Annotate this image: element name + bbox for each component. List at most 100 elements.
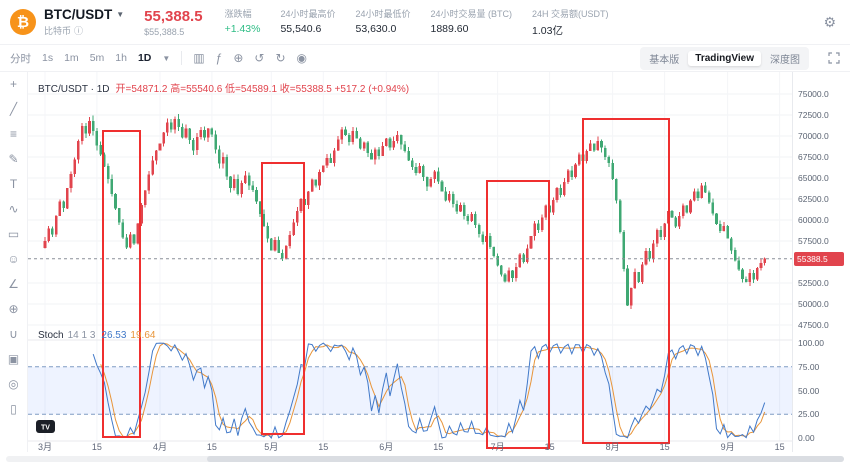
interval-1s[interactable]: 1s bbox=[42, 52, 54, 64]
interval-1h[interactable]: 1h bbox=[115, 52, 127, 64]
pattern-tool-icon[interactable]: ∿ bbox=[8, 202, 19, 216]
time-axis-labels: 3月 15 4月 15 5月 15 6月 15 7月 15 8月 15 9月 15 bbox=[38, 442, 785, 452]
trash-icon[interactable]: ▯ bbox=[10, 402, 17, 416]
svg-text:9月: 9月 bbox=[721, 442, 735, 452]
coin-name: 比特币 bbox=[44, 26, 72, 36]
indicators-icon[interactable]: ƒ bbox=[215, 51, 223, 65]
stat-value: 55,540.6 bbox=[280, 22, 322, 35]
compare-icon[interactable]: ⊕ bbox=[233, 51, 244, 65]
legend-ohlc: 开=54871.2 高=55540.6 低=54589.1 收=55388.5 … bbox=[115, 84, 410, 95]
stat-value: +1.43% bbox=[224, 22, 261, 35]
stoch-axis-label: 75.00 bbox=[798, 362, 820, 372]
trend-line-icon[interactable]: ╱ bbox=[9, 102, 18, 116]
price-axis-label: 52500.0 bbox=[798, 278, 829, 288]
gridlines bbox=[28, 72, 792, 441]
svg-text:15: 15 bbox=[660, 442, 670, 452]
tab-TradingView[interactable]: TradingView bbox=[688, 50, 761, 66]
symbol-dropdown-caret-icon[interactable]: ▼ bbox=[116, 10, 125, 19]
stat-value: 1.03亿 bbox=[532, 24, 563, 37]
stat-label: 涨跌幅 bbox=[224, 8, 252, 19]
price-axis-label: 72500.0 bbox=[798, 110, 829, 120]
svg-text:3月: 3月 bbox=[38, 442, 52, 452]
interval-分时[interactable]: 分时 bbox=[10, 52, 31, 65]
redo-icon[interactable]: ↻ bbox=[275, 51, 286, 65]
price-axis-label: 65000.0 bbox=[798, 173, 829, 183]
price-axis-label: 67500.0 bbox=[798, 152, 829, 162]
stat-value: 1889.60 bbox=[430, 22, 469, 35]
price-axis-label: 47500.0 bbox=[798, 320, 829, 330]
stat-low: 24小时最低价 53,630.0 bbox=[355, 7, 410, 38]
chart-toolbar: 分时 1s 1m 5m 1h 1D ▼ ▥ ƒ ⊕ ↺ ↻ ◉ 基本版 TradingView 深度图 bbox=[0, 44, 850, 72]
magnet-icon[interactable]: ∪ bbox=[9, 327, 18, 341]
stoch-band bbox=[28, 366, 792, 415]
zoom-icon[interactable]: ⊕ bbox=[8, 302, 19, 316]
symbol-name: BTC/USDT bbox=[44, 7, 113, 22]
svg-text:15: 15 bbox=[92, 442, 102, 452]
interval-5m[interactable]: 5m bbox=[89, 52, 105, 64]
eye-icon[interactable]: ◎ bbox=[8, 377, 19, 391]
fullscreen-icon[interactable] bbox=[828, 52, 840, 64]
btc-logo-icon: ₿ bbox=[10, 9, 36, 35]
stoch-d-value: 19.64 bbox=[130, 330, 156, 341]
stoch-axis-label: 25.00 bbox=[798, 409, 820, 419]
candlestick-chart[interactable]: 3月 15 4月 15 5月 15 6月 15 7月 15 8月 15 9月 15 bbox=[28, 72, 792, 452]
scrollbar-track[interactable] bbox=[6, 456, 844, 462]
interval-1D[interactable]: 1D bbox=[137, 52, 152, 64]
svg-text:8月: 8月 bbox=[606, 442, 620, 452]
toolbar-icon-group: ▥ ƒ ⊕ ↺ ↻ ◉ bbox=[193, 52, 307, 64]
svg-text:15: 15 bbox=[433, 442, 443, 452]
svg-text:4月: 4月 bbox=[153, 442, 167, 452]
measure-icon[interactable]: ∠ bbox=[8, 277, 19, 291]
interval-dropdown-caret-icon[interactable]: ▼ bbox=[162, 53, 171, 63]
fib-retracement-icon[interactable]: ≡ bbox=[9, 127, 17, 141]
price-axis-label: 70000.0 bbox=[798, 131, 829, 141]
tab-基本版[interactable]: 基本版 bbox=[649, 54, 680, 66]
chart-legend: BTC/USDT · 1D 开=54871.2 高=55540.6 低=54589… bbox=[38, 80, 409, 95]
last-price: 55,388.5 bbox=[144, 7, 203, 25]
position-tool-icon[interactable]: ▭ bbox=[7, 227, 20, 241]
text-tool-icon[interactable]: T bbox=[9, 177, 18, 191]
svg-text:7月: 7月 bbox=[491, 442, 505, 452]
bottom-scrollbar bbox=[0, 452, 850, 466]
stoch-axis-label: 100.00 bbox=[798, 338, 824, 348]
settings-gear-icon[interactable]: ⚙ bbox=[823, 13, 836, 30]
stoch-lines bbox=[92, 342, 766, 439]
stoch-name: Stoch bbox=[38, 330, 64, 341]
view-mode-tabs: 基本版 TradingView 深度图 bbox=[640, 46, 809, 70]
legend-symbol: BTC/USDT · 1D bbox=[38, 84, 110, 95]
last-price-usd: $55,388.5 bbox=[144, 26, 185, 37]
header: ₿ BTC/USDT ▼ 比特币 ⓘ 55,388.5 $55,388.5 涨跌… bbox=[0, 0, 850, 44]
brush-icon[interactable]: ✎ bbox=[8, 152, 19, 166]
price-axis-label: 60000.0 bbox=[798, 215, 829, 225]
info-icon[interactable]: ⓘ bbox=[74, 26, 84, 36]
scrollbar-thumb[interactable] bbox=[207, 456, 844, 462]
chart-area[interactable]: 3月 15 4月 15 5月 15 6月 15 7月 15 8月 15 9月 15 BTC/USDT · … bbox=[28, 72, 792, 452]
undo-icon[interactable]: ↺ bbox=[254, 51, 265, 65]
stoch-legend: Stoch 14 1 3 26.53 19.64 bbox=[38, 330, 155, 341]
stat-high: 24小时最高价 55,540.6 bbox=[280, 7, 335, 38]
svg-text:TV: TV bbox=[41, 425, 50, 432]
last-price-tag: 55388.5 bbox=[794, 252, 844, 266]
symbol-block[interactable]: BTC/USDT ▼ 比特币 ⓘ bbox=[44, 7, 124, 37]
interval-1m[interactable]: 1m bbox=[64, 52, 79, 64]
camera-icon[interactable]: ◉ bbox=[296, 51, 308, 65]
price-axis-label: 50000.0 bbox=[798, 299, 829, 309]
candles bbox=[43, 113, 766, 309]
svg-text:15: 15 bbox=[318, 442, 328, 452]
stat-label: 24小时交易量 (BTC) bbox=[430, 8, 513, 19]
candle-style-icon[interactable]: ▥ bbox=[193, 51, 205, 65]
price-axis[interactable]: 55388.5 75000.0 72500.0 70000.0 67500.0 6500… bbox=[792, 72, 850, 452]
emoji-tool-icon[interactable]: ☺ bbox=[7, 252, 20, 266]
stat-label: 24小时最低价 bbox=[355, 8, 411, 19]
price-axis-label: 57500.0 bbox=[798, 236, 829, 246]
svg-text:15: 15 bbox=[207, 442, 217, 452]
interval-group: 分时 1s 1m 5m 1h 1D bbox=[10, 51, 151, 66]
lock-icon[interactable]: ▣ bbox=[7, 352, 20, 366]
crosshair-icon[interactable]: + bbox=[9, 77, 17, 91]
svg-text:6月: 6月 bbox=[379, 442, 393, 452]
price-block: 55,388.5 $55,388.5 bbox=[144, 8, 202, 37]
svg-text:15: 15 bbox=[775, 442, 785, 452]
tab-深度图[interactable]: 深度图 bbox=[770, 54, 800, 66]
toolbar-divider bbox=[181, 51, 183, 65]
